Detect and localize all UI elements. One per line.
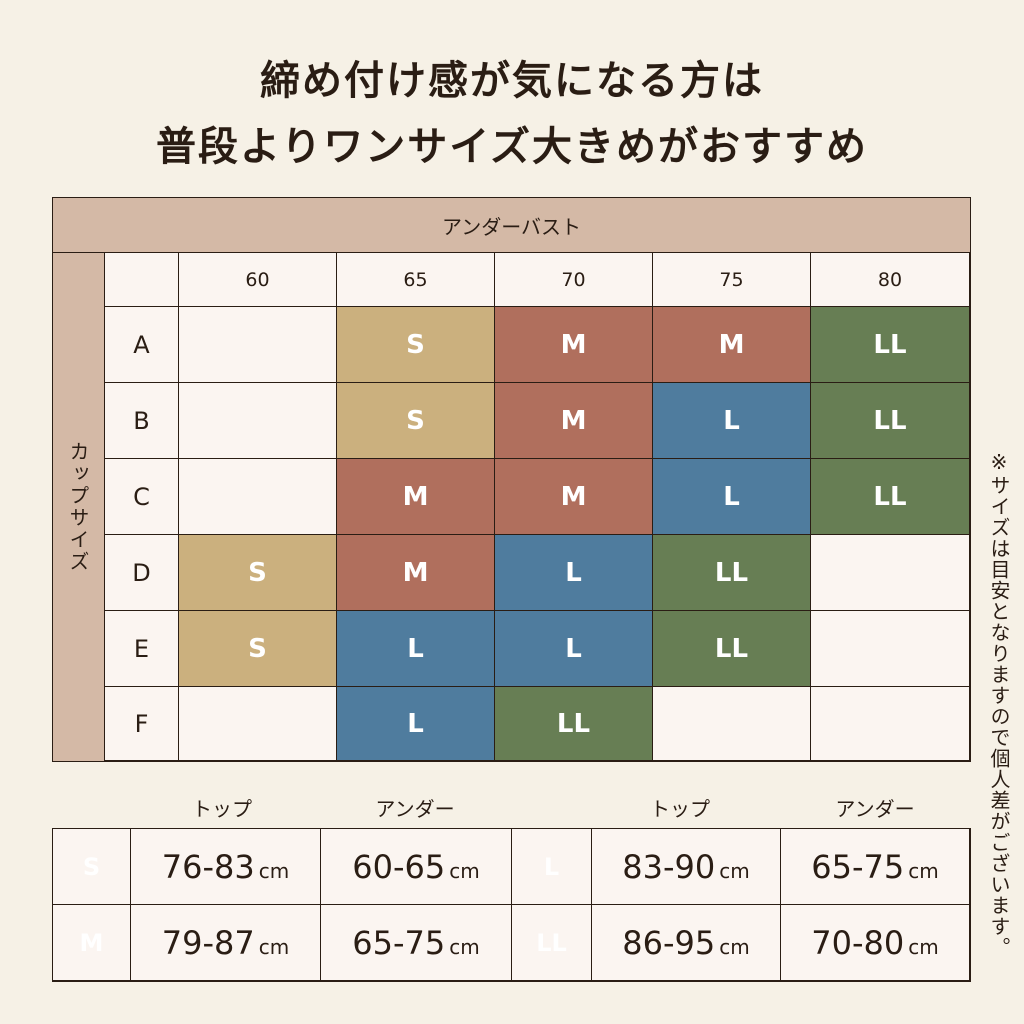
under-range-l-unit: cm: [908, 858, 939, 883]
column-label-80: 80: [811, 253, 970, 307]
size-cell-m: M: [653, 307, 811, 383]
size-cell-ll: LL: [495, 687, 653, 761]
top-range-m-unit: cm: [258, 934, 290, 959]
under-range-m-value: 65-75: [352, 923, 446, 962]
row-label-D: D: [105, 535, 179, 611]
top-range-ll: 86-95 cm: [592, 905, 781, 981]
top-range-ll-unit: cm: [719, 934, 750, 959]
under-range-l-value: 65-75: [811, 847, 905, 886]
size-cell-l: L: [337, 687, 495, 761]
size-cell-m: M: [495, 307, 653, 383]
top-range-s-unit: cm: [258, 858, 290, 883]
under-range-ll: 70-80 cm: [781, 905, 970, 981]
empty-cell: [811, 687, 970, 761]
empty-cell: [653, 687, 811, 761]
column-label-70: 70: [495, 253, 653, 307]
size-cell-ll: LL: [811, 383, 970, 459]
grid-corner: [105, 253, 179, 307]
size-cell-ll: LL: [811, 459, 970, 535]
size-swatch-l: L: [512, 829, 592, 905]
under-header-left: アンダー: [375, 797, 455, 821]
column-label-75: 75: [653, 253, 811, 307]
size-swatch-m: M: [53, 905, 131, 981]
size-cell-l: L: [653, 459, 811, 535]
under-bust-header: アンダーバスト: [53, 198, 970, 253]
row-label-F: F: [105, 687, 179, 761]
size-cell-l: L: [495, 611, 653, 687]
size-cell-m: M: [495, 459, 653, 535]
measurement-table: S 76-83 cm 60-65 cm L 83-90 cm 65-75 cm M 79-87 cm 65…: [52, 828, 971, 982]
size-cell-l: L: [495, 535, 653, 611]
under-range-m-unit: cm: [449, 934, 480, 959]
under-range-s-unit: cm: [449, 858, 480, 883]
top-range-m-value: 79-87: [161, 923, 255, 962]
under-header-right: アンダー: [835, 797, 915, 821]
top-range-l-unit: cm: [719, 858, 750, 883]
under-range-ll-value: 70-80: [811, 923, 905, 962]
size-cell-ll: LL: [811, 307, 970, 383]
empty-cell: [179, 687, 337, 761]
top-range-s-value: 76-83: [161, 847, 255, 886]
size-cell-s: S: [179, 611, 337, 687]
size-cell-s: S: [337, 383, 495, 459]
top-range-m: 79-87 cm: [131, 905, 321, 981]
size-cell-m: M: [495, 383, 653, 459]
size-swatch-s: S: [53, 829, 131, 905]
cup-size-header: カップサイズ: [53, 253, 105, 761]
under-range-l: 65-75 cm: [781, 829, 970, 905]
empty-cell: [811, 535, 970, 611]
under-range-ll-unit: cm: [908, 934, 939, 959]
row-label-A: A: [105, 307, 179, 383]
under-range-s-value: 60-65: [352, 847, 446, 886]
size-swatch-ll: LL: [512, 905, 592, 981]
top-range-l: 83-90 cm: [592, 829, 781, 905]
top-header-left: トップ: [192, 797, 252, 821]
size-cell-l: L: [337, 611, 495, 687]
top-header-right: トップ: [650, 797, 710, 821]
under-range-s: 60-65 cm: [321, 829, 512, 905]
size-cell-m: M: [337, 535, 495, 611]
empty-cell: [179, 459, 337, 535]
column-label-60: 60: [179, 253, 337, 307]
page-title-line-2: 普段よりワンサイズ大きめがおすすめ: [156, 124, 868, 170]
row-label-C: C: [105, 459, 179, 535]
cup-size-header-label: カップサイズ: [66, 441, 90, 573]
size-chart: アンダーバスト カップサイズ 60 65 70 75 80 A S M M LL B S M L LL C M M…: [52, 197, 971, 762]
empty-cell: [179, 383, 337, 459]
size-cell-ll: LL: [653, 535, 811, 611]
row-label-E: E: [105, 611, 179, 687]
top-range-l-value: 83-90: [622, 847, 716, 886]
size-note: ※サイズは目安となりますので個人差がございます。: [987, 450, 1011, 958]
empty-cell: [811, 611, 970, 687]
size-cell-ll: LL: [653, 611, 811, 687]
size-cell-s: S: [179, 535, 337, 611]
size-cell-m: M: [337, 459, 495, 535]
top-range-ll-value: 86-95: [622, 923, 716, 962]
row-label-B: B: [105, 383, 179, 459]
column-label-65: 65: [337, 253, 495, 307]
top-range-s: 76-83 cm: [131, 829, 321, 905]
empty-cell: [179, 307, 337, 383]
size-cell-l: L: [653, 383, 811, 459]
under-range-m: 65-75 cm: [321, 905, 512, 981]
size-cell-s: S: [337, 307, 495, 383]
page-title-line-1: 締め付け感が気になる方は: [260, 58, 764, 104]
